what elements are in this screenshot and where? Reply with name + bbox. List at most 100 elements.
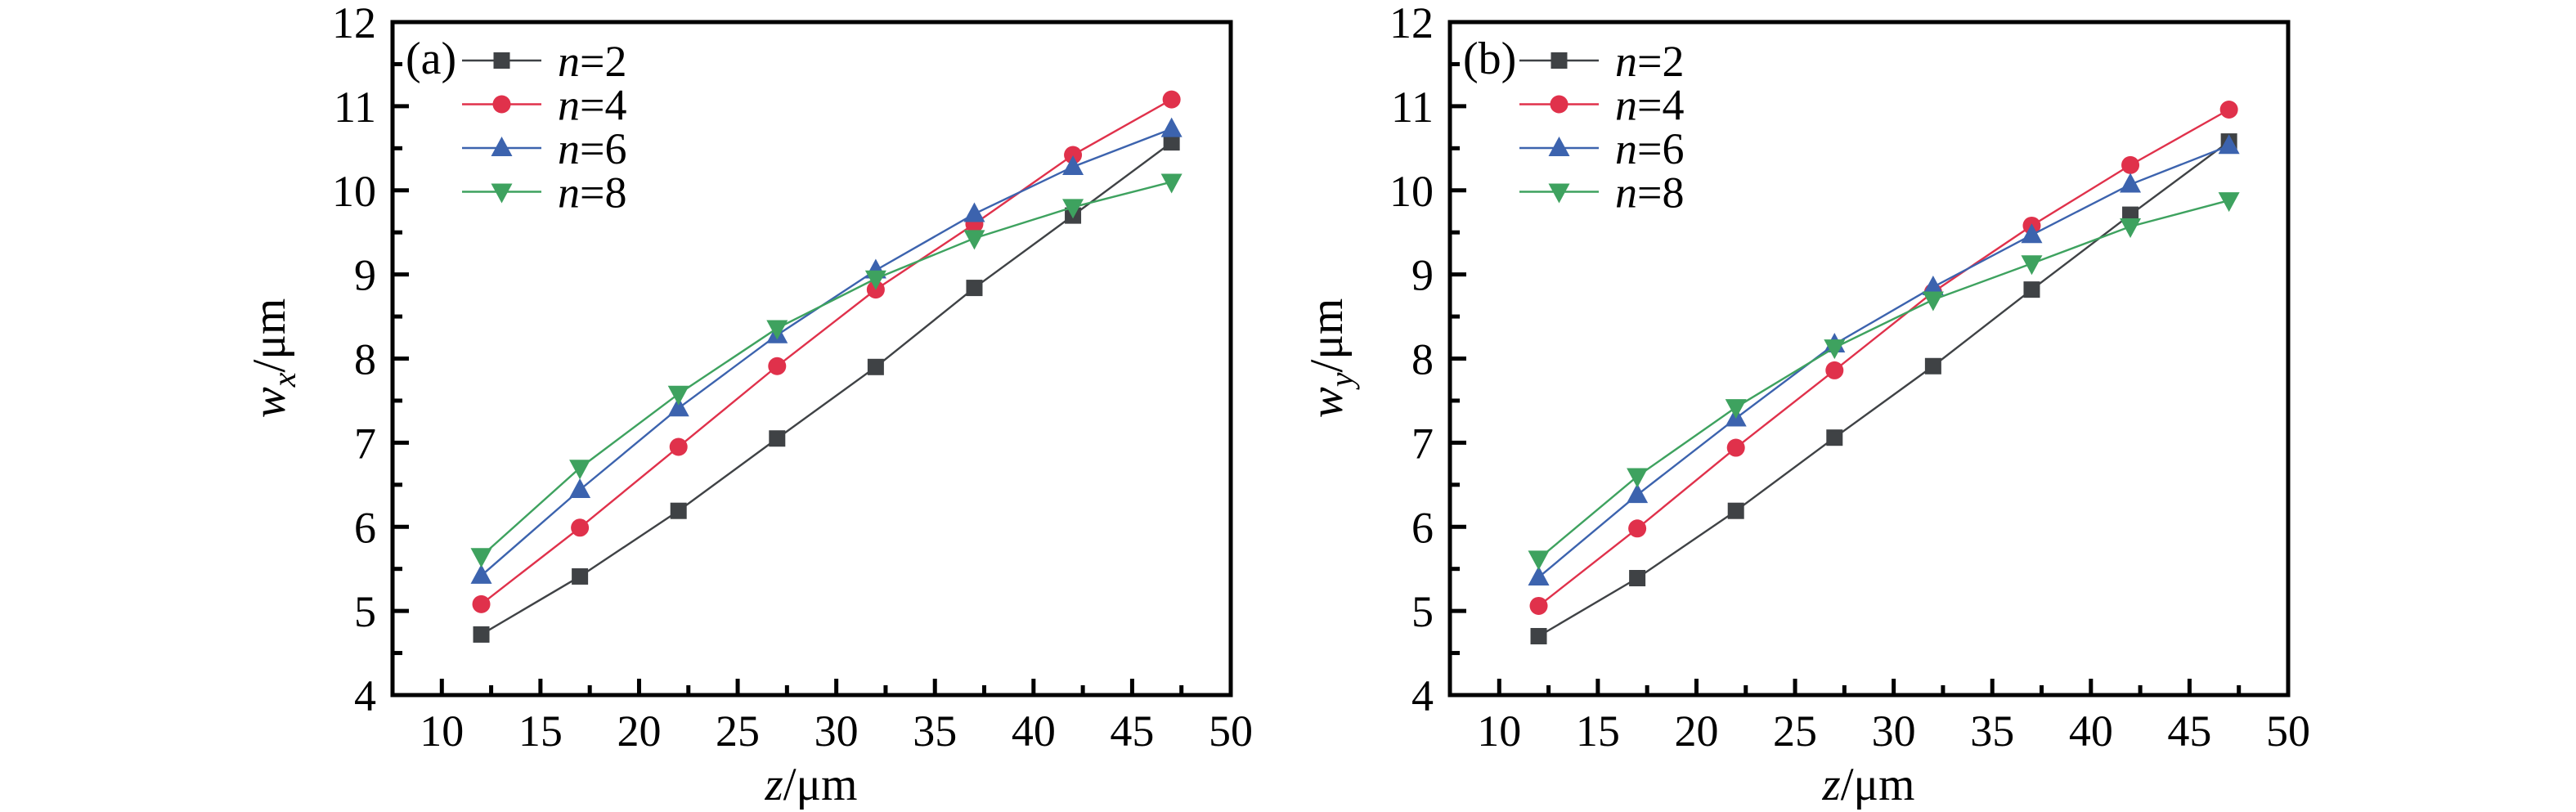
x-tick-label: 35 — [913, 707, 957, 756]
y-tick-label: 6 — [354, 503, 376, 552]
series-line — [1537, 199, 2229, 560]
x-tick-label: 20 — [1674, 707, 1718, 756]
y-tick-label: 12 — [332, 0, 376, 47]
series-line — [1537, 108, 2230, 607]
y-tick-label: 10 — [332, 167, 376, 216]
x-tick-label: 30 — [1872, 707, 1916, 756]
series-marker-circle — [768, 357, 787, 375]
series-marker-triangle-down — [1824, 339, 1846, 360]
series-marker-square — [1163, 134, 1180, 151]
series-marker-square — [966, 280, 983, 297]
x-tick-label: 15 — [1576, 707, 1620, 756]
y-tick-label: 6 — [1411, 503, 1434, 552]
series-marker-triangle-down — [667, 385, 689, 406]
series-marker-triangle-down — [963, 230, 985, 250]
series-marker-triangle-down — [766, 320, 788, 340]
series-marker-triangle-up — [1627, 483, 1649, 504]
panel-a-series-n=8 — [470, 173, 1183, 568]
panel-b-series-n=8 — [1528, 192, 2240, 571]
series-line — [480, 141, 1173, 635]
x-tick-label: 45 — [2167, 707, 2211, 756]
series-marker-triangle-down — [2218, 192, 2240, 213]
series-line — [1537, 141, 2230, 638]
series-marker-triangle-up — [1528, 565, 1550, 585]
legend-label: n=8 — [558, 168, 626, 218]
panel-a-legend: n=2n=4n=6n=8 — [462, 37, 626, 218]
x-tick-label: 10 — [1477, 707, 1521, 756]
series-marker-circle — [1628, 519, 1647, 538]
legend-marker — [1548, 183, 1570, 204]
x-tick-label: 25 — [716, 707, 760, 756]
y-tick-label: 10 — [1389, 167, 1434, 216]
series-marker-square — [867, 358, 884, 375]
series-marker-square — [1629, 570, 1646, 587]
series-marker-triangle-down — [1062, 199, 1084, 219]
legend-label: n=4 — [558, 81, 626, 130]
y-tick-label: 9 — [354, 251, 376, 300]
series-marker-circle — [1529, 596, 1548, 615]
y-tick-label: 4 — [354, 671, 376, 720]
series-marker-triangle-down — [569, 460, 591, 480]
x-tick-label: 30 — [815, 707, 859, 756]
series-marker-square — [1826, 429, 1843, 446]
series-marker-square — [1530, 627, 1547, 644]
legend-label: n=8 — [1615, 168, 1684, 218]
legend-marker — [492, 95, 511, 114]
series-marker-triangle-down — [1922, 291, 1944, 312]
x-tick-label: 15 — [518, 707, 563, 756]
series-marker-circle — [2121, 155, 2140, 174]
series-line — [480, 181, 1172, 558]
x-tick-label: 40 — [2069, 707, 2113, 756]
panel-b-plot: 10 15 20 25 30 35 40 45 50456789101112n=2n=4n=6n… — [1389, 0, 2310, 756]
y-axis-title-a: wx/μm — [244, 298, 303, 419]
legend-label: n=4 — [1615, 81, 1684, 130]
series-marker-square — [572, 568, 589, 585]
series-line — [1537, 145, 2230, 578]
legend-marker — [1550, 95, 1568, 114]
x-tick-label: 10 — [420, 707, 464, 756]
legend-marker — [491, 137, 513, 156]
x-tick-label: 20 — [617, 707, 661, 756]
series-marker-triangle-down — [1160, 173, 1183, 194]
plot-border — [390, 20, 1233, 698]
series-marker-triangle-down — [1627, 468, 1649, 488]
legend-marker — [1551, 52, 1568, 69]
legend-label: n=6 — [1615, 124, 1684, 173]
plot-border — [1447, 20, 2291, 698]
x-axis-title-b: z/μm — [1822, 759, 1915, 810]
y-tick-label: 11 — [1391, 83, 1434, 132]
legend-marker — [491, 183, 513, 204]
legend-marker — [493, 52, 510, 69]
x-tick-label: 45 — [1110, 707, 1154, 756]
series-marker-triangle-up — [2120, 173, 2142, 193]
series-marker-triangle-up — [569, 478, 591, 498]
series-marker-square — [1727, 502, 1744, 519]
legend-label: n=2 — [558, 37, 626, 86]
series-marker-circle — [1162, 90, 1181, 109]
y-tick-label: 8 — [1411, 335, 1434, 384]
panel-a-plot: 10 15 20 25 30 35 40 45 50456789101112n=2n=4n=6n… — [332, 0, 1253, 756]
y-tick-label: 4 — [1411, 671, 1434, 720]
series-marker-triangle-up — [963, 202, 985, 222]
series-marker-circle — [669, 437, 688, 456]
series-marker-circle — [2219, 100, 2238, 119]
series-marker-triangle-up — [667, 397, 689, 417]
y-tick-label: 7 — [354, 419, 376, 468]
y-tick-label: 9 — [1411, 251, 1434, 300]
series-marker-triangle-up — [470, 563, 492, 584]
x-tick-label: 50 — [2266, 707, 2310, 756]
y-tick-label: 5 — [1411, 587, 1434, 636]
series-marker-triangle-down — [2120, 218, 2142, 238]
y-tick-label: 7 — [1411, 419, 1434, 468]
panel-label-a: (a) — [406, 34, 456, 84]
panel-b-axes — [1447, 20, 2291, 698]
series-marker-triangle-down — [2021, 255, 2043, 276]
x-tick-label: 35 — [1970, 707, 2014, 756]
series-marker-circle — [1726, 438, 1745, 457]
y-axis-title-b: wy/μm — [1301, 298, 1360, 419]
series-marker-triangle-up — [1160, 117, 1183, 137]
series-marker-circle — [1825, 361, 1844, 379]
series-marker-triangle-down — [1725, 399, 1747, 419]
